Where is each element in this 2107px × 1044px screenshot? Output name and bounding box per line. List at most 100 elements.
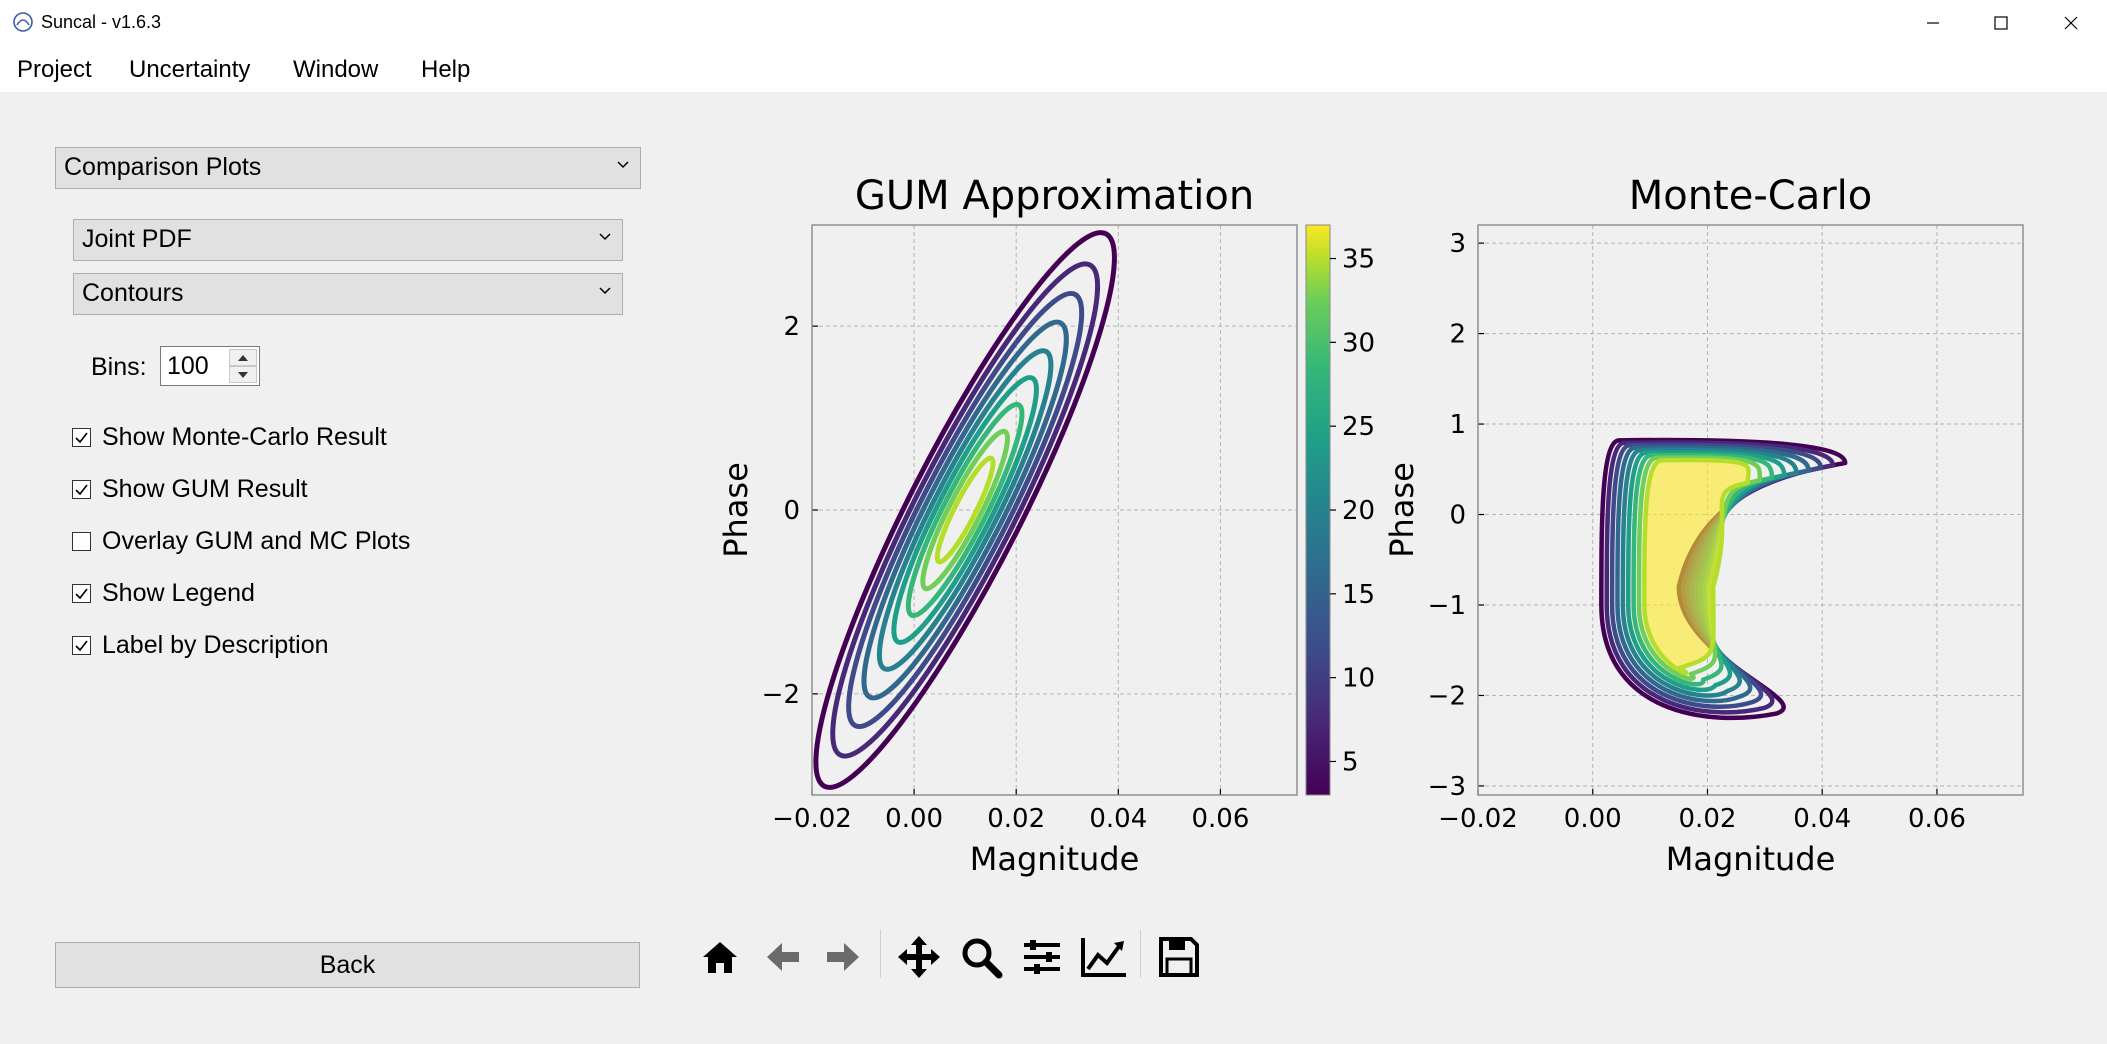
contour-line xyxy=(920,428,1011,592)
x-tick-label: 0.02 xyxy=(1679,804,1737,834)
y-tick-label: −2 xyxy=(1428,681,1466,711)
menu-uncertainty[interactable]: Uncertainty xyxy=(129,56,251,83)
maximize-icon xyxy=(1994,16,2008,30)
checkbox[interactable] xyxy=(72,428,91,447)
chevron-down-icon xyxy=(599,233,611,241)
back-button[interactable]: Back xyxy=(55,942,640,988)
title-bar: Suncal - v1.6.3 xyxy=(0,0,2107,46)
minimize-button[interactable] xyxy=(1902,0,1964,46)
axes-frame xyxy=(1477,224,2024,796)
x-tick-label: −0.02 xyxy=(1438,804,1518,834)
contour-line xyxy=(846,290,1085,730)
forward-arrow-icon xyxy=(827,943,859,971)
maximize-button[interactable] xyxy=(1970,0,2032,46)
bins-label: Bins: xyxy=(91,353,147,381)
contour-line xyxy=(861,319,1069,701)
y-axis-label: Phase xyxy=(1383,462,1421,558)
home-icon xyxy=(703,942,737,973)
y-tick-label: −3 xyxy=(1428,772,1466,802)
gum-approximation-chart: −0.02 0.00 0.02 0.04 0.06 −2 0 2 GUM Approximati… xyxy=(717,173,1375,878)
bins-spinbox[interactable]: 100 xyxy=(160,346,260,386)
x-tick-label: 0.02 xyxy=(987,804,1045,834)
contour-line xyxy=(891,375,1039,645)
colorbar-tick-label: 10 xyxy=(1342,664,1375,694)
save-icon xyxy=(1159,937,1199,977)
contour-line xyxy=(813,230,1117,790)
plot-canvas[interactable]: −0.02 0.00 0.02 0.04 0.06 −2 0 2 GUM Approximati… xyxy=(690,150,2040,890)
back-view-button[interactable] xyxy=(756,926,810,988)
checkmark-icon xyxy=(75,432,88,444)
toolbar-separator xyxy=(1140,930,1141,978)
plot-style-select[interactable]: Contours xyxy=(73,273,623,315)
home-button[interactable] xyxy=(693,926,747,988)
forward-view-button[interactable] xyxy=(816,926,870,988)
caret-down-icon xyxy=(238,371,248,378)
y-tick-label: −2 xyxy=(762,680,800,710)
x-tick-label: 0.04 xyxy=(1089,804,1147,834)
check-label: Label by Description xyxy=(102,631,329,659)
checkmark-icon xyxy=(75,484,88,496)
y-tick-label: 3 xyxy=(1449,229,1466,259)
checkbox[interactable] xyxy=(72,636,91,655)
contour-line xyxy=(830,261,1101,759)
axes-frame xyxy=(811,224,1298,796)
suncal-app-icon xyxy=(13,12,33,32)
menu-window[interactable]: Window xyxy=(293,56,379,83)
y-tick-label: −1 xyxy=(1428,591,1466,621)
checkbox[interactable] xyxy=(72,532,91,551)
colorbar-tick-label: 25 xyxy=(1342,412,1375,442)
save-figure-button[interactable] xyxy=(1152,926,1206,988)
monte-carlo-chart: −0.02 0.00 0.02 0.04 0.06 3 2 1 0 −1 −2 −3 Monte-Car… xyxy=(1383,173,2024,878)
contour-line xyxy=(1636,455,1763,681)
y-axis-label: Phase xyxy=(717,462,755,558)
bins-value: 100 xyxy=(167,352,209,380)
spin-up-button[interactable] xyxy=(229,349,257,366)
zoom-icon xyxy=(962,938,1003,979)
plot-area xyxy=(1478,225,2023,795)
colorbar-tick-label: 30 xyxy=(1342,328,1375,358)
configure-subplots-button[interactable] xyxy=(1015,926,1069,988)
checkmark-icon xyxy=(75,588,88,600)
pdf-type-select[interactable]: Joint PDF xyxy=(73,219,623,261)
back-button-label: Back xyxy=(319,950,376,979)
y-tick-label: 1 xyxy=(1449,410,1466,440)
caret-up-icon xyxy=(238,354,248,361)
zoom-button[interactable] xyxy=(954,926,1008,988)
back-arrow-icon xyxy=(767,943,799,971)
menu-project[interactable]: Project xyxy=(17,56,92,83)
pan-button[interactable] xyxy=(892,926,946,988)
chevron-down-icon xyxy=(617,161,629,169)
minimize-icon xyxy=(1927,22,1939,24)
check-label: Show GUM Result xyxy=(102,475,308,503)
check-label: Show Monte-Carlo Result xyxy=(102,423,387,451)
check-label: Overlay GUM and MC Plots xyxy=(102,527,411,555)
x-tick-label: 0.04 xyxy=(1793,804,1851,834)
close-button[interactable] xyxy=(2040,0,2102,46)
checkbox[interactable] xyxy=(72,480,91,499)
contour-line xyxy=(1642,457,1751,676)
contour-line xyxy=(1625,450,1787,693)
colorbar xyxy=(1305,224,1331,796)
x-axis-label: Magnitude xyxy=(970,840,1140,878)
chevron-down-icon xyxy=(599,287,611,295)
checkbox[interactable] xyxy=(72,584,91,603)
plot-style-value: Contours xyxy=(82,279,184,307)
contour-line xyxy=(1631,452,1775,687)
y-tick-label: 0 xyxy=(1449,501,1466,531)
plot-type-select[interactable]: Comparison Plots xyxy=(55,147,641,189)
contour-line xyxy=(905,401,1025,619)
colorbar-tick-label: 5 xyxy=(1342,747,1359,777)
toolbar-separator xyxy=(880,930,881,978)
checkmark-icon xyxy=(75,640,88,652)
chart-title: GUM Approximation xyxy=(855,173,1254,219)
menu-help[interactable]: Help xyxy=(421,56,471,83)
contour-line xyxy=(934,455,996,565)
edit-axis-button[interactable] xyxy=(1077,926,1131,988)
x-tick-label: 0.06 xyxy=(1191,804,1249,834)
pan-icon xyxy=(898,936,940,978)
spin-down-button[interactable] xyxy=(229,366,257,383)
colorbar-tick-label: 20 xyxy=(1342,496,1375,526)
y-tick-label: 2 xyxy=(783,312,800,342)
colorbar-tick-label: 15 xyxy=(1342,580,1375,610)
x-axis-label: Magnitude xyxy=(1666,840,1836,878)
